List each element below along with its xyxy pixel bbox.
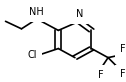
Text: Cl: Cl (27, 50, 37, 60)
Text: F: F (98, 70, 104, 80)
Text: NH: NH (29, 7, 44, 17)
Text: F: F (120, 44, 125, 54)
Text: N: N (75, 9, 83, 19)
Text: F: F (120, 69, 125, 79)
